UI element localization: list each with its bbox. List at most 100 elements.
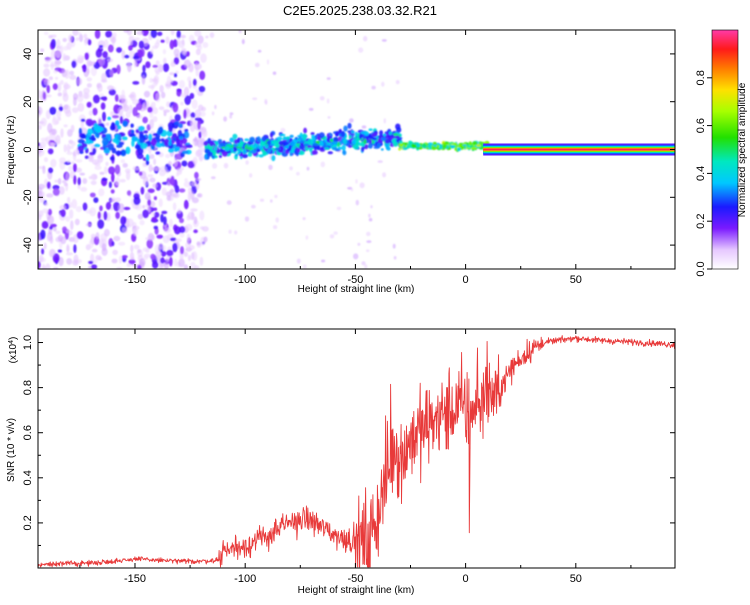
- spectrogram-cell: [184, 128, 189, 133]
- spectrogram-cell: [160, 138, 165, 142]
- spectrogram-cell: [80, 127, 88, 135]
- spectrogram-cell: [103, 39, 109, 48]
- spectrogram-cell: [320, 147, 324, 151]
- spectrogram-cell: [244, 138, 249, 142]
- spectrogram-cell: [137, 125, 145, 132]
- spectrogram-cell: [41, 221, 49, 229]
- spectrogram-cell: [404, 142, 408, 145]
- spectrogram-cell: [133, 244, 140, 250]
- spectrogram-cell: [111, 172, 115, 183]
- spectrogram-cell: [112, 32, 117, 39]
- spectrogram-cell: [66, 143, 71, 153]
- spectrogram-cell: [72, 107, 79, 113]
- spectrogram-cell: [199, 256, 204, 266]
- spectrogram-cell: [149, 118, 154, 129]
- spectrogram-cell: [224, 146, 231, 152]
- spectrogram-cell: [183, 264, 188, 269]
- spectrogram-cell: [211, 149, 216, 154]
- spectrogram-cell: [197, 120, 201, 130]
- spectrogram-cell: [83, 92, 89, 100]
- spectrogram-cell: [137, 213, 144, 220]
- spectrogram-cell: [185, 144, 193, 148]
- spectrogram-cell: [45, 109, 51, 120]
- spectrogram-cell: [236, 137, 241, 144]
- spectrogram-cell: [103, 166, 108, 175]
- spectrogram-cell: [54, 60, 62, 65]
- spectrogram-cell: [108, 166, 116, 175]
- spectrogram-cell: [199, 156, 204, 161]
- spectrogram-cell: [123, 104, 130, 112]
- spectrogram-cell: [132, 227, 139, 237]
- spectrogram-cell: [96, 132, 100, 139]
- spectrogram-cell: [395, 80, 400, 85]
- spectrogram-cell: [85, 223, 92, 227]
- spectrogram-cell: [468, 141, 473, 146]
- spectrogram-cell: [73, 244, 77, 254]
- spectrogram-cell: [86, 68, 90, 75]
- spectrogram-cell: [157, 31, 163, 36]
- spectrogram-cell: [371, 85, 376, 90]
- spectrogram-cell: [150, 49, 154, 55]
- spectrogram-cell: [54, 76, 59, 80]
- spectrogram-cell: [371, 132, 378, 137]
- snr-y-axis-title: SNR (10 * v/v): [6, 418, 17, 482]
- spectrogram-cell: [69, 209, 74, 219]
- spectrogram-cell: [148, 85, 156, 89]
- spectrogram-cell: [247, 152, 253, 157]
- spectrogram-cell: [462, 144, 467, 147]
- spectrogram-cell: [185, 241, 191, 249]
- spectrogram-cell: [186, 233, 191, 242]
- spectrogram-cell: [333, 231, 338, 235]
- spectrogram-cell: [476, 144, 481, 147]
- spectrogram-cell: [97, 153, 104, 163]
- spectrogram-cell: [59, 186, 65, 195]
- spectrogram-cell: [79, 172, 86, 176]
- spectrogram-cell: [181, 160, 188, 167]
- spectrogram-cell: [103, 211, 108, 221]
- spectrogram-cell: [415, 142, 420, 147]
- spectrogram-cell: [150, 101, 156, 109]
- spectrogram-cell: [384, 138, 391, 144]
- spectrogram-cell: [209, 140, 214, 147]
- spectrogram-cell: [431, 146, 437, 151]
- spectrogram-cell: [358, 47, 364, 53]
- snr-y-tick-label: 1.0: [22, 335, 34, 350]
- spectrogram-cell: [58, 106, 64, 112]
- spectrogram-cell: [251, 149, 257, 154]
- snr-y-tick-label: 0.4: [22, 470, 34, 485]
- spectrogram-cell: [115, 197, 121, 203]
- spectrogram-cell: [162, 49, 167, 55]
- spectrogram-cell: [160, 250, 167, 257]
- spectrogram-cell: [86, 118, 94, 127]
- spectrogram-cell: [51, 128, 57, 135]
- spectrogram-cell: [279, 133, 286, 137]
- spectrogram-cell: [121, 255, 128, 259]
- spectrogram-cell: [214, 146, 218, 151]
- spectrogram-cell: [66, 151, 74, 155]
- snr-y-tick-label: 0.2: [22, 515, 34, 530]
- spectrogram-cell: [149, 154, 155, 160]
- spectrogram-cell: [371, 137, 378, 141]
- spectrogram-cell: [416, 146, 420, 150]
- spectrogram-cell: [299, 139, 304, 144]
- spectrogram-cell: [275, 142, 279, 149]
- spectrogram-cell: [77, 102, 85, 112]
- spectrogram-cell: [173, 73, 178, 78]
- spectrogram-cell: [106, 122, 110, 126]
- spectrogram-cell: [92, 147, 97, 155]
- spectrogram-cell: [112, 138, 118, 143]
- spectrogram-cell: [355, 179, 358, 184]
- spectrogram-cell: [77, 184, 81, 190]
- spectrogram-cell: [56, 39, 61, 48]
- spectrogram-cell: [145, 160, 150, 166]
- spectrogram-cell: [195, 48, 201, 56]
- spectrogram-cell: [258, 154, 264, 158]
- spectrogram-x-axis-title: Height of straight line (km): [298, 284, 415, 295]
- spectrogram-cell: [201, 106, 207, 112]
- spectrogram-cell: [173, 57, 180, 65]
- spectrogram-cell: [166, 101, 171, 108]
- spectrogram-cell: [53, 227, 57, 232]
- spectrogram-cell: [43, 68, 51, 77]
- spectrogram-cell: [59, 204, 67, 211]
